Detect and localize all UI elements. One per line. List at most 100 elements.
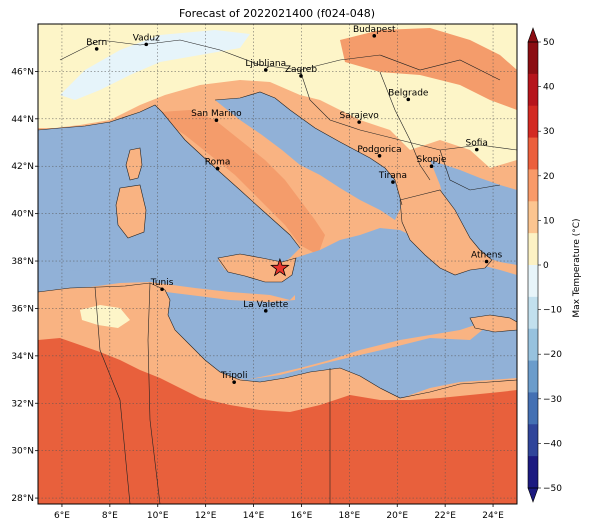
lat-tick-label: 30°N: [11, 447, 34, 457]
lat-tick-label: 46°N: [11, 67, 34, 77]
lon-tick-label: 10°E: [147, 511, 169, 521]
colorbar-tick-label: 40: [543, 83, 555, 93]
latitude-ticks: 28°N 30°N 32°N 34°N 36°N 38°N 40°N 42°N 44°N 46°N: [11, 67, 38, 504]
colorbar-tick-label: 20: [543, 172, 555, 182]
colorbar-tick-label: 30: [543, 127, 555, 137]
colorbar-swatch: [528, 424, 538, 457]
city-dot: [144, 42, 149, 47]
city-label: Tunis: [150, 278, 174, 288]
lon-tick-label: 12°E: [195, 511, 217, 521]
city-dot: [474, 147, 479, 152]
city-dot: [372, 34, 377, 38]
colorbar-tick-label: −20: [543, 350, 562, 360]
city-dot: [215, 166, 220, 171]
aegean-sea: [430, 160, 517, 265]
city-label: Athens: [471, 251, 502, 261]
colorbar-tick-label: −10: [543, 306, 562, 316]
colorbar-swatch: [528, 265, 538, 298]
longitude-ticks: 6°E 8°E 10°E 12°E 14°E 16°E 18°E 20°E 22°E 24°E: [54, 504, 504, 521]
lon-tick-label: 6°E: [54, 511, 70, 521]
colorbar-swatch: [528, 73, 538, 107]
colorbar-tick-label: 50: [543, 38, 555, 48]
country-borders: [38, 39, 517, 504]
colorbar-max-extend: [527, 27, 539, 43]
temp-band-10-to-20-east: [340, 28, 517, 110]
city-dot: [94, 47, 99, 51]
city-dot: [357, 120, 361, 124]
colorbar-tick-label: −40: [543, 439, 562, 449]
colorbar-swatch: [528, 456, 538, 489]
city-dot: [232, 380, 236, 384]
colorbar-swatch: [528, 233, 538, 266]
lat-tick-label: 28°N: [11, 494, 34, 504]
colorbar-tick-label: −30: [543, 395, 562, 405]
city-label: Budapest: [353, 25, 396, 35]
city-label: Ljubljana: [245, 59, 286, 69]
city-dot: [429, 164, 434, 169]
colorbar-swatch: [528, 169, 538, 202]
temp-band-italy: [160, 110, 325, 255]
gridlines: [38, 24, 517, 504]
lon-tick-label: 8°E: [102, 511, 118, 521]
city-dot: [484, 259, 489, 264]
colorbar-tick-label: 0: [543, 261, 549, 271]
map-frame: [37, 23, 518, 505]
libyan-sea: [180, 302, 517, 400]
lat-tick-label: 44°N: [11, 115, 34, 125]
city-dot: [160, 287, 164, 292]
lat-tick-label: 42°N: [11, 162, 34, 172]
lon-tick-label: 20°E: [386, 511, 408, 521]
lon-tick-label: 16°E: [291, 511, 313, 521]
colorbar-min-extend: [527, 487, 539, 503]
city-label: Sofia: [466, 139, 488, 149]
city-label: Tirana: [378, 171, 407, 181]
city-label: Skopje: [417, 155, 447, 165]
city-dot: [263, 68, 268, 72]
lon-tick-label: 14°E: [243, 511, 265, 521]
temp-band-below-0: [60, 30, 250, 100]
ionian-sea: [85, 228, 517, 380]
temp-band-0-to-10-tunisia: [80, 305, 130, 328]
colorbar-swatch: [528, 296, 538, 330]
greece: [400, 190, 492, 275]
sardinia: [116, 185, 146, 238]
colorbar-swatch: [528, 137, 538, 170]
adriatic-sea: [215, 92, 402, 220]
city-dot: [214, 118, 219, 123]
city-label: Tripoli: [220, 371, 248, 381]
city-label: Roma: [205, 158, 231, 168]
colorbar: 50 40 30 20 10 0 −10 −20 −30 −40 −50: [527, 27, 562, 503]
city-dot: [299, 74, 303, 78]
city-label: Zagreb: [285, 65, 317, 75]
city-label: La Valette: [243, 300, 288, 310]
lon-tick-label: 22°E: [434, 511, 456, 521]
colorbar-swatch: [528, 201, 538, 234]
colorbar-tick-label: −50: [543, 484, 562, 494]
colorbar-swatch: [528, 328, 538, 362]
lon-tick-label: 18°E: [339, 511, 361, 521]
city-label: Podgorica: [357, 145, 401, 155]
colorbar-swatch: [528, 42, 538, 75]
city-label: San Marino: [191, 109, 242, 119]
colorbar-tick-label: 10: [543, 216, 555, 226]
city-dot: [263, 309, 268, 313]
city-label: Belgrade: [388, 88, 429, 98]
colorbar-swatch: [528, 392, 538, 425]
lat-tick-label: 34°N: [11, 352, 34, 362]
lat-tick-label: 32°N: [11, 399, 34, 409]
city-dot: [391, 180, 395, 184]
city-label: Vaduz: [133, 33, 160, 43]
colorbar-swatch: [528, 105, 538, 139]
corsica: [126, 148, 142, 180]
tyrrhenian-sea: [38, 120, 290, 272]
city-dot: [377, 153, 382, 158]
colorbar-label: Max Temperature (°C): [572, 218, 582, 317]
colorbar-swatch: [528, 360, 538, 393]
star-marker: [270, 257, 290, 277]
city-label: Sarajevo: [340, 111, 380, 121]
crete: [470, 315, 517, 332]
lon-tick-label: 24°E: [482, 511, 504, 521]
